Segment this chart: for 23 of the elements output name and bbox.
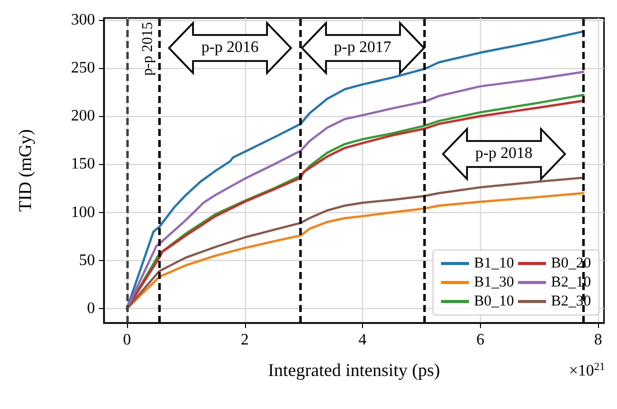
annotation: p-p 2017 [332, 38, 392, 58]
y-tick-label: 200 [71, 108, 95, 125]
x-axis-title: Integrated intensity (ps) [268, 360, 440, 380]
y-tick-label: 250 [71, 60, 95, 77]
x-tick-label: 8 [594, 332, 602, 348]
y-tick-label: 150 [71, 156, 95, 173]
legend-label: B1_10 [474, 256, 514, 272]
legend-label: B2_30 [550, 294, 592, 310]
y-axis-title: TID (mGy) [15, 129, 35, 212]
x-tick-label: 4 [358, 332, 367, 348]
y-tick-label: 0 [87, 300, 95, 318]
annotation: p-p 2016 [200, 38, 260, 58]
annotation: p-p 2018 [474, 144, 534, 164]
x-tick-label: 0 [122, 332, 131, 348]
x-tick-label: 6 [476, 332, 484, 348]
y-tick-label: 100 [71, 204, 95, 221]
legend-label: B0_10 [474, 294, 514, 310]
x-tick-label: 2 [240, 332, 249, 348]
y-tick-label: 300 [71, 11, 95, 28]
legend-label: B1_30 [474, 274, 514, 290]
ref-line-label: p-p 2015 [140, 22, 156, 76]
y-tick-label: 50 [79, 252, 95, 269]
legend-label: B2_10 [550, 274, 592, 290]
